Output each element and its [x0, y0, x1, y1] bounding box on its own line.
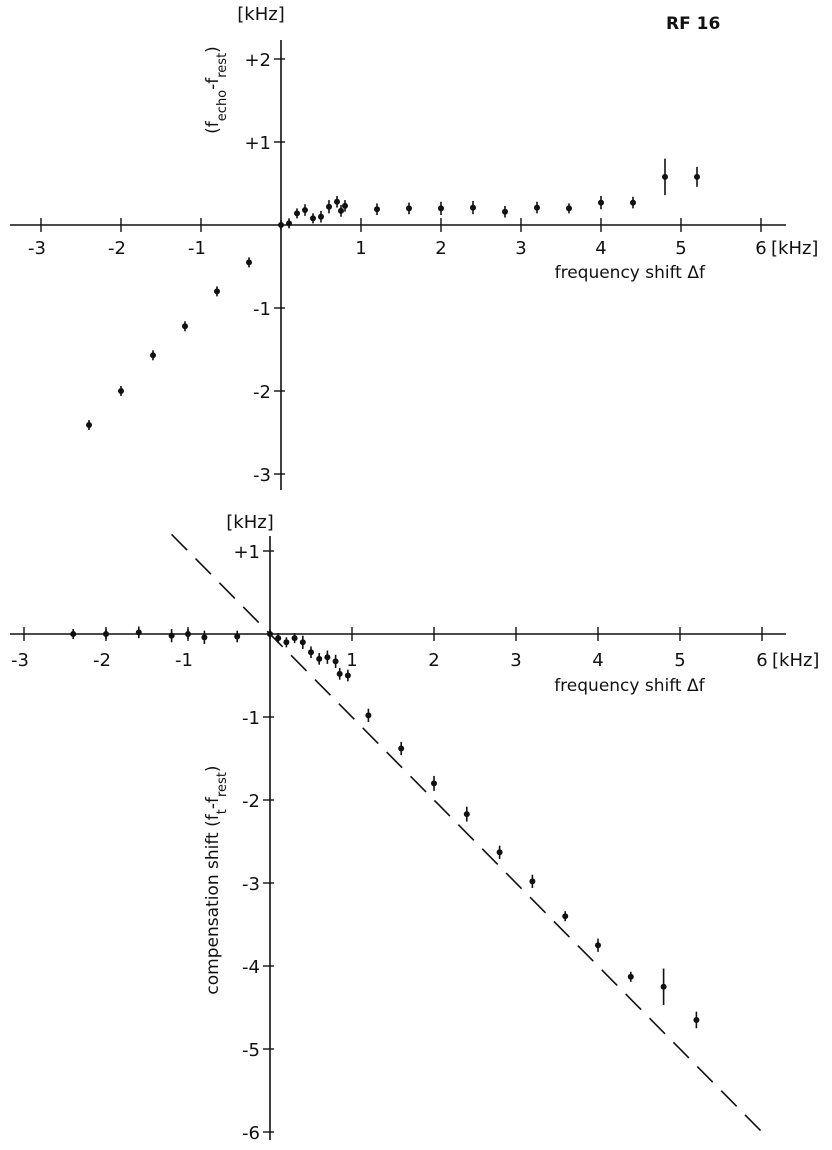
- y-tick-label: -3: [242, 874, 260, 895]
- x-tick-label: 1: [355, 238, 366, 259]
- data-point: [294, 210, 300, 217]
- data-point: [286, 220, 292, 227]
- data-point: [278, 222, 284, 228]
- data-point: [338, 207, 344, 214]
- data-point: [336, 670, 343, 677]
- data-point: [70, 631, 77, 637]
- data-point: [502, 208, 508, 215]
- data-point: [529, 878, 536, 885]
- data-point: [185, 631, 191, 637]
- x-tick-label: -1: [175, 650, 193, 671]
- x-tick-label: 6: [755, 238, 766, 259]
- data-point: [135, 629, 142, 636]
- y-tick-label: -2: [242, 791, 260, 812]
- data-point: [299, 639, 306, 646]
- x-tick-label: -1: [188, 238, 206, 259]
- x-tick-label: 5: [675, 238, 686, 259]
- data-point: [342, 202, 348, 209]
- x-tick-label: 2: [428, 650, 439, 671]
- data-point: [566, 205, 572, 212]
- data-point: [182, 323, 188, 330]
- data-point: [326, 203, 332, 210]
- data-point: [168, 632, 175, 639]
- x-tick-label: -2: [108, 238, 126, 259]
- x-tick-label: 5: [674, 650, 685, 671]
- data-point: [598, 199, 604, 206]
- data-point: [310, 215, 316, 222]
- x-tick-label: 2: [435, 238, 446, 259]
- data-point: [630, 199, 636, 206]
- bottom-plot: -3 -2 -1 1 2 3 4 5 6 [kHz]frequency shift Δf+1-1-…: [10, 512, 819, 1144]
- data-point: [316, 655, 323, 662]
- data-point: [291, 635, 298, 642]
- y-tick-label: -1: [253, 299, 271, 320]
- data-point: [86, 422, 92, 429]
- y-tick-label: +1: [244, 133, 271, 154]
- data-point: [463, 811, 470, 818]
- data-point: [308, 649, 314, 656]
- data-point: [693, 1016, 700, 1023]
- data-point: [534, 204, 540, 211]
- data-point: [214, 288, 220, 295]
- x-tick-label: 1: [346, 650, 357, 671]
- x-tick-label: -3: [11, 650, 29, 671]
- y-tick-label: +2: [244, 50, 271, 71]
- x-tick-label: 4: [595, 238, 606, 259]
- data-point: [275, 635, 282, 642]
- x-unit-label: [kHz]: [771, 238, 818, 259]
- data-point: [374, 206, 380, 213]
- data-point: [302, 207, 308, 214]
- data-point: [627, 973, 634, 980]
- data-point: [660, 983, 667, 990]
- data-point: [365, 712, 372, 719]
- x-axis-title: frequency shift Δf: [555, 263, 706, 283]
- y-tick-label: -4: [242, 957, 260, 978]
- x-tick-label: 3: [515, 238, 526, 259]
- x-tick-label: -2: [93, 650, 111, 671]
- data-point: [332, 658, 339, 665]
- data-point: [562, 913, 569, 920]
- data-point: [662, 173, 668, 180]
- y-axis-title: (fecho-frest): [203, 46, 230, 134]
- data-point: [344, 672, 351, 679]
- y-unit-label: [kHz]: [226, 512, 273, 533]
- data-point: [201, 634, 208, 641]
- data-point: [496, 849, 503, 856]
- y-tick-label: -3: [253, 465, 271, 486]
- x-tick-label: -3: [28, 238, 46, 259]
- data-point: [318, 213, 324, 220]
- data-point: [283, 639, 290, 646]
- x-unit-label: [kHz]: [772, 650, 819, 671]
- data-point: [324, 654, 331, 661]
- x-axis-title: frequency shift Δf: [554, 676, 705, 696]
- data-point: [438, 205, 444, 212]
- y-axis-title: compensation shift (ft-frest): [203, 765, 230, 994]
- top-plot: -3 -2 -1 1 2 3 4 5 6 [kHz]frequency shift Δf+2+1-…: [10, 4, 818, 490]
- data-point: [694, 173, 700, 180]
- y-tick-label: -1: [242, 708, 260, 729]
- y-unit-label: [kHz]: [237, 4, 284, 25]
- x-tick-label: 4: [592, 650, 603, 671]
- data-point: [234, 633, 241, 640]
- data-point: [406, 205, 412, 212]
- data-point: [470, 204, 476, 211]
- data-point: [103, 631, 109, 637]
- x-tick-label: 6: [756, 650, 767, 671]
- data-point: [118, 388, 124, 394]
- y-tick-label: +1: [233, 542, 260, 563]
- y-tick-label: -5: [242, 1040, 260, 1061]
- reference-line: [171, 533, 763, 1133]
- data-point: [267, 631, 273, 637]
- y-tick-label: -6: [242, 1123, 260, 1144]
- data-point: [595, 942, 601, 949]
- data-point: [431, 780, 437, 787]
- data-point: [246, 259, 252, 266]
- data-point: [150, 352, 156, 359]
- x-tick-label: 3: [510, 650, 521, 671]
- y-tick-label: -2: [253, 382, 271, 403]
- figure-label: RF 16: [666, 14, 720, 34]
- data-point: [398, 745, 405, 752]
- data-point: [334, 198, 340, 205]
